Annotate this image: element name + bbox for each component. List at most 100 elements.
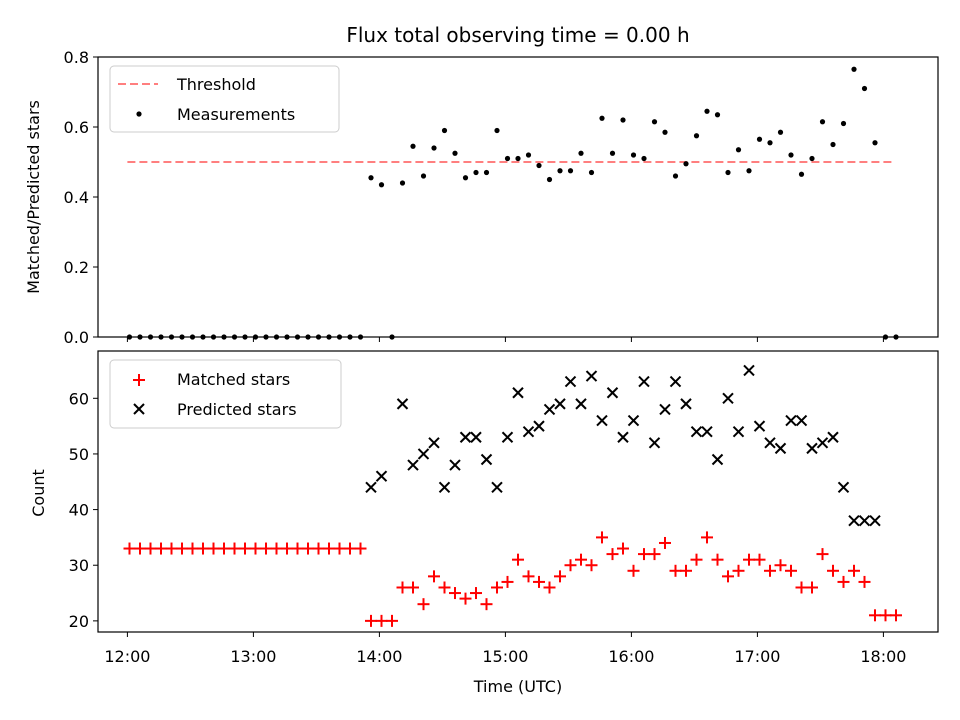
matched-stars-point: [879, 609, 892, 622]
measurement-point: [756, 136, 763, 142]
predicted-stars-point: [795, 414, 808, 427]
predicted-stars-point: [711, 453, 724, 466]
bottom-legend-box: [109, 359, 342, 429]
matched-stars-point: [743, 553, 755, 566]
matched-stars-point: [764, 564, 776, 577]
bottom-x-ticks: 12:00 13:00 14:00 15:00 16:00 17:00 18:00: [104, 632, 906, 666]
legend-predicted-label: Predicted stars: [177, 400, 297, 419]
measurement-point: [420, 173, 427, 179]
matched-stars-point: [165, 542, 178, 555]
top-y-tick-label: 0.4: [64, 188, 89, 207]
x-tick-label: 14:00: [356, 647, 402, 666]
matched-stars-point: [774, 559, 787, 572]
measurement-point: [872, 140, 878, 146]
top-y-axis-label: Matched/Predicted stars: [24, 100, 43, 294]
predicted-stars-point: [617, 431, 629, 443]
x-tick-label: 16:00: [608, 647, 654, 666]
predicted-stars-point: [764, 437, 776, 449]
predicted-stars-point: [648, 437, 661, 449]
x-tick-label: 12:00: [104, 647, 150, 666]
matched-stars-point: [890, 609, 902, 622]
matched-stars-point: [512, 553, 524, 566]
matched-stars-point: [575, 553, 587, 566]
legend-matched-swatch: [133, 374, 145, 386]
matched-stars-point: [249, 542, 262, 555]
matched-stars-point: [365, 614, 377, 627]
predicted-stars-point: [816, 437, 829, 449]
top-axes-frame: [97, 56, 939, 338]
predicted-stars-point: [690, 425, 703, 438]
top-y-tick-label: 0.8: [64, 48, 89, 67]
predicted-stars-point: [417, 448, 430, 460]
measurement-point: [851, 66, 857, 72]
matched-stars-point: [722, 570, 734, 583]
predicted-stars-point: [396, 398, 409, 410]
legend-predicted-swatch: [133, 403, 145, 415]
matched-stars-point: [186, 542, 199, 555]
predicted-stars-point: [722, 392, 734, 405]
matched-stars-point: [470, 587, 482, 600]
bottom-y-tick-label: 30: [69, 556, 89, 575]
measurement-point: [441, 127, 448, 134]
predicted-stars-point: [407, 459, 419, 471]
bottom-y-tick-label: 40: [69, 501, 89, 520]
measurement-point: [462, 175, 469, 181]
predicted-stars-point: [470, 431, 482, 443]
measurement-point: [588, 169, 595, 176]
top-y-tick-label: 0.6: [64, 118, 89, 137]
matched-stars-point: [480, 598, 493, 611]
chart-title: Flux total observing time = 0.00 h: [346, 23, 689, 47]
top-y-ticks: 0.0 0.2 0.4 0.6 0.8: [64, 48, 98, 347]
bottom-y-tick-label: 50: [69, 445, 89, 464]
matched-stars-point: [428, 570, 440, 583]
matched-stars-point: [176, 542, 188, 555]
predicted-stars-point: [365, 481, 377, 494]
predicted-stars-point: [827, 431, 839, 443]
matched-stars-point: [816, 548, 829, 561]
predicted-stars-point: [480, 453, 493, 466]
measurement-point: [704, 108, 710, 114]
measurement-point: [735, 147, 742, 153]
matched-stars-point: [344, 542, 356, 555]
measurement-point: [840, 120, 847, 127]
measurement-point: [672, 173, 679, 179]
predicted-stars-point: [564, 375, 577, 388]
measurement-point: [473, 169, 479, 176]
predicted-stars-point: [449, 459, 461, 471]
legend-threshold-label: Threshold: [176, 75, 256, 94]
measurement-point: [819, 119, 826, 125]
predicted-stars-point: [701, 425, 713, 438]
measurement-point: [725, 169, 731, 176]
predicted-stars-point: [491, 481, 503, 494]
bottom-y-ticks: 20 30 40 50 60: [69, 389, 98, 631]
predicted-stars-point: [375, 470, 388, 482]
matched-stars-point: [753, 553, 766, 566]
top-x-ticks: [126, 337, 884, 342]
predicted-stars-point: [428, 437, 440, 449]
predicted-stars-point: [732, 425, 745, 438]
predicted-stars-point: [837, 481, 850, 494]
matched-stars-point: [396, 581, 409, 594]
top-legend: Threshold Measurements: [109, 65, 340, 133]
predicted-stars-point: [501, 431, 514, 443]
measurement-point: [777, 129, 784, 135]
predicted-stars-point: [585, 370, 598, 382]
bottom-panel: Count Time (UTC) 20 30 40 50 60 12:00 13:00 14…: [29, 350, 939, 696]
matched-stars-point: [239, 542, 251, 555]
matched-stars-point: [806, 581, 818, 594]
bottom-plot-area: [123, 364, 902, 627]
matched-stars-point: [627, 564, 640, 577]
measurement-point: [641, 155, 647, 162]
predicted-stars-point: [512, 387, 524, 399]
bottom-legend: Matched stars Predicted stars: [109, 359, 342, 429]
measurement-point: [399, 180, 406, 186]
matched-stars-point: [491, 581, 503, 594]
measurement-point: [368, 175, 374, 181]
top-legend-box: [109, 65, 340, 133]
matched-stars-point: [732, 564, 745, 577]
top-y-tick-label: 0.2: [64, 258, 89, 277]
matched-stars-point: [260, 542, 272, 555]
matched-stars-point: [302, 542, 314, 555]
predicted-stars-point: [753, 420, 766, 432]
matched-stars-point: [680, 564, 692, 577]
